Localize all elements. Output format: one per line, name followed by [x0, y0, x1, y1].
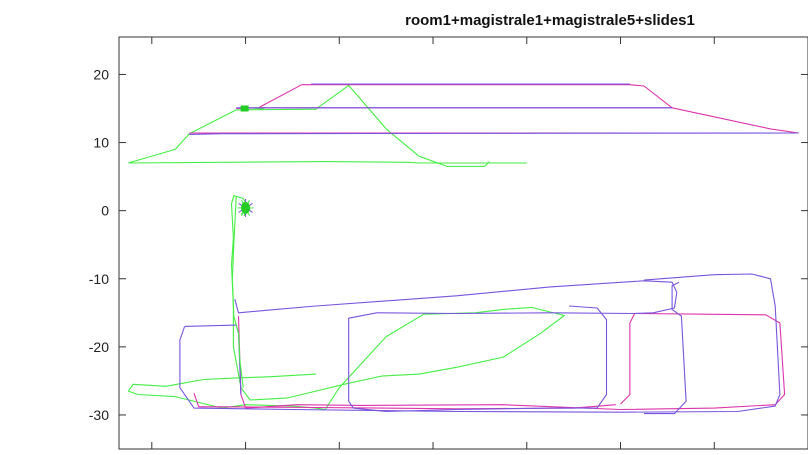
trajectory-line-0-4 — [128, 196, 564, 410]
y-tick-label: -10 — [89, 271, 109, 287]
series-layer — [128, 84, 798, 414]
trajectory-line-2-4 — [185, 325, 241, 394]
trajectory-line-0-0 — [128, 162, 526, 163]
plot-frame — [119, 37, 808, 449]
trajectory-line-2-0 — [189, 133, 798, 134]
trajectory-line-2-6 — [644, 282, 686, 413]
marker-star-core — [241, 202, 250, 214]
trajectory-line-0-1 — [128, 85, 489, 166]
y-tick-label: 10 — [93, 135, 109, 151]
trajectory-line-2-5 — [180, 274, 780, 412]
plot-frame-rect — [119, 37, 808, 449]
trajectory-line-1-3 — [239, 314, 785, 410]
trajectory-line-2-3 — [235, 281, 677, 412]
y-tick-label: 20 — [93, 66, 109, 82]
y-tick-label: 0 — [101, 203, 109, 219]
trajectory-line-1-2 — [260, 85, 672, 108]
marker-star — [238, 199, 254, 217]
marker-square — [241, 106, 249, 112]
tick-layer: -30 -20 -10 0 10 20 — [89, 37, 808, 449]
trajectory-line-3-0 — [232, 197, 243, 388]
y-tick-label: -20 — [89, 339, 109, 355]
marker-layer — [238, 106, 254, 217]
y-tick-label: -30 — [89, 407, 109, 423]
trajectory-line-1-1 — [236, 108, 798, 133]
